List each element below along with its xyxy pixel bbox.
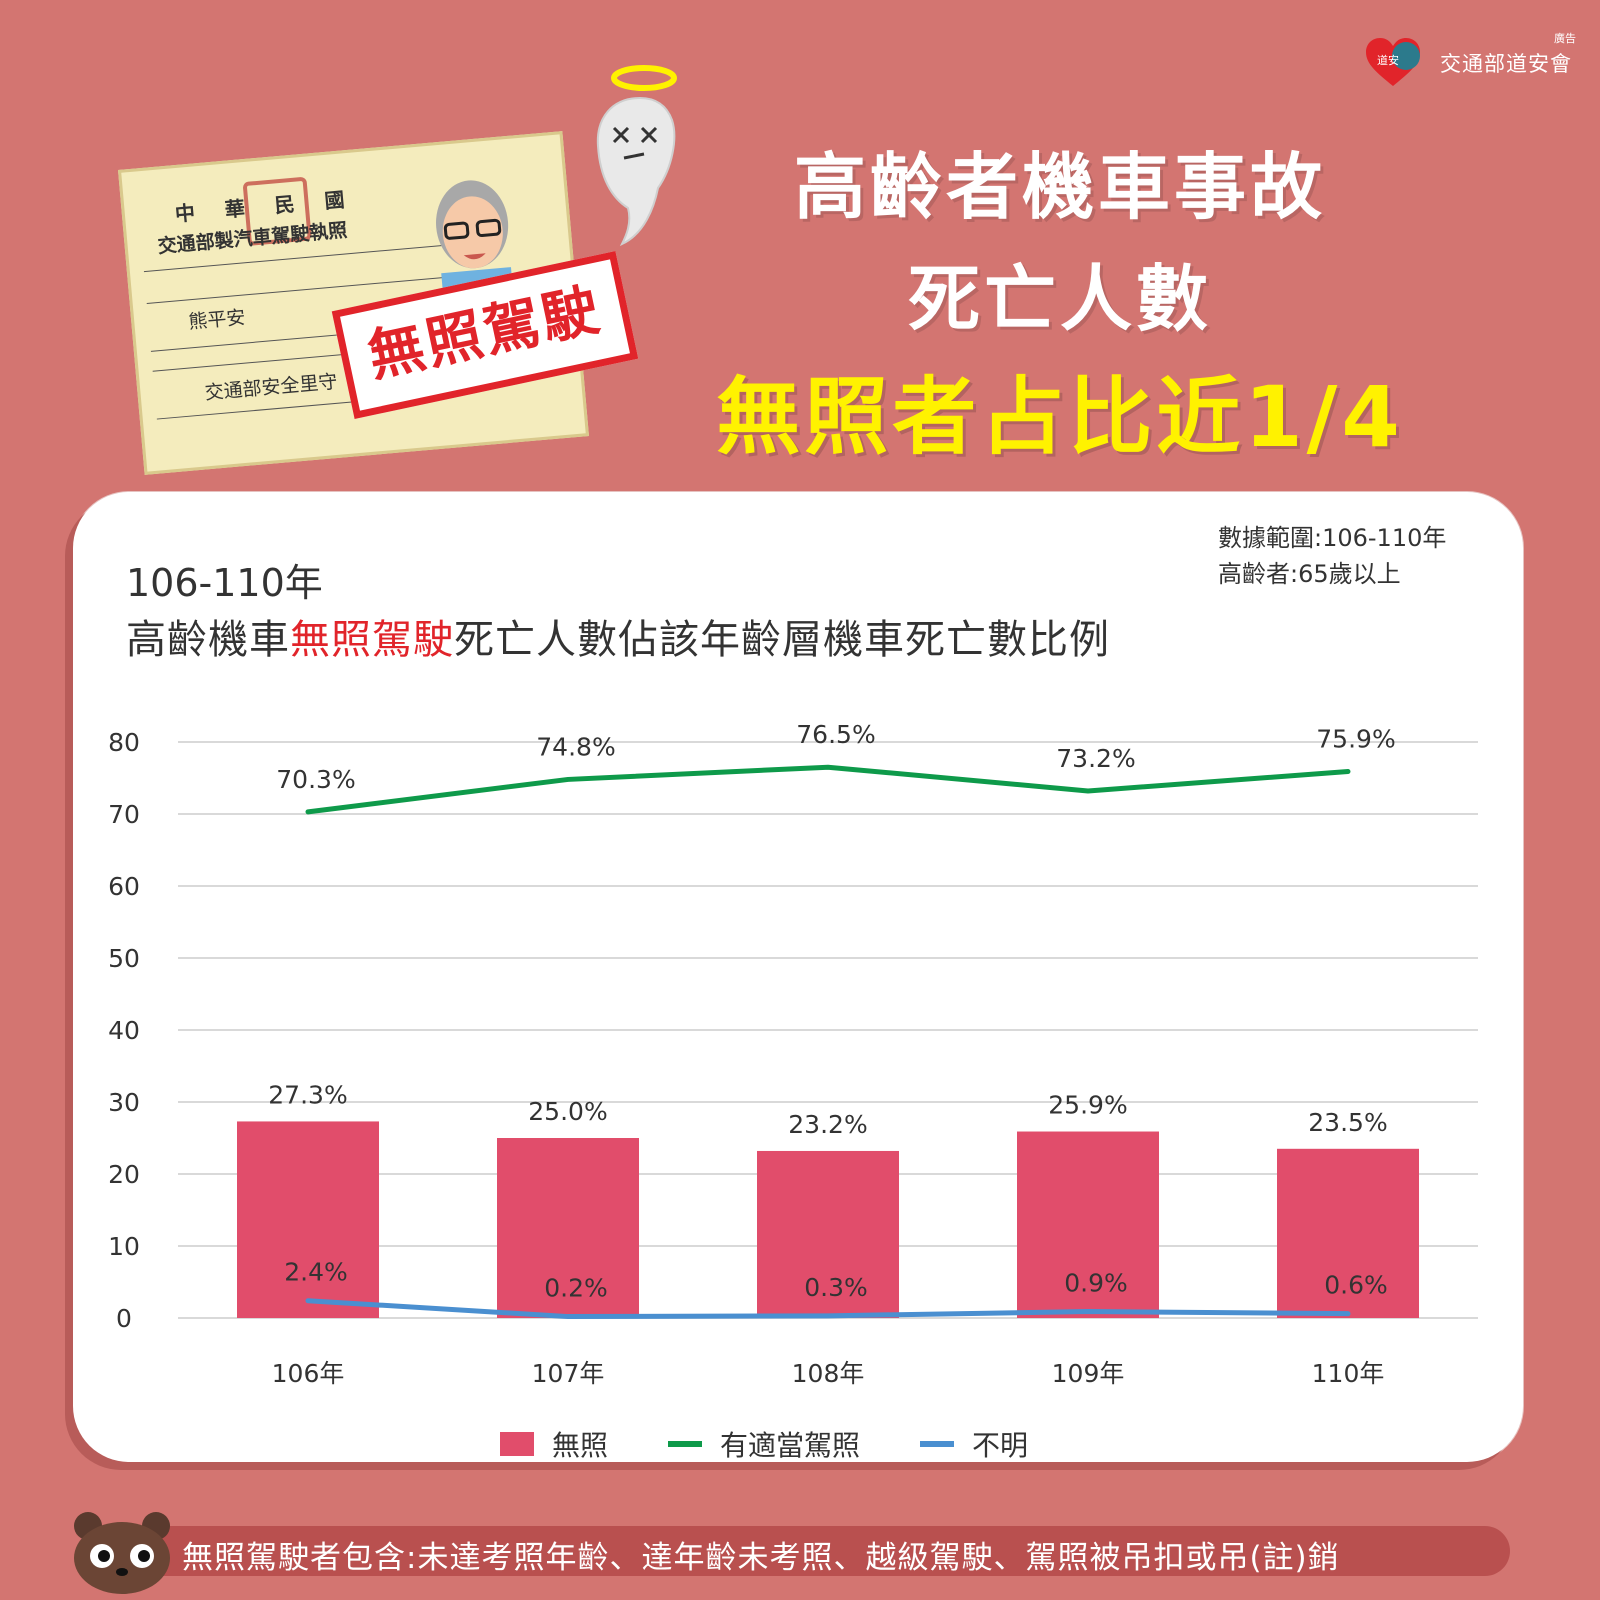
y-tick-label: 80 [108, 728, 140, 757]
y-tick-label: 0 [116, 1304, 132, 1333]
line-data-label: 70.3% [276, 765, 355, 794]
legend-swatch [668, 1441, 703, 1447]
line-data-label: 75.9% [1316, 725, 1395, 754]
chart-title: 高齡機車無照駕駛死亡人數佔該年齡層機車死亡數比例 [126, 607, 1110, 665]
x-tick-label: 110年 [1312, 1359, 1385, 1388]
heart-logo-icon: 道安 [1366, 38, 1420, 86]
license-illustration: 中華民國 交通部製汽車駕駛執照 熊平安 交通部安全里守 無照駕駛 [118, 120, 639, 475]
line-point [567, 778, 569, 781]
legend-swatch [500, 1432, 534, 1456]
main-title-line2: 死亡人數 [907, 257, 1212, 341]
line-point [1347, 770, 1349, 773]
x-tick-label: 107年 [532, 1359, 605, 1388]
heart-logo-text: 道安 [1377, 53, 1399, 67]
footer-banner: 無照駕駛者包含:未達考照年齡、達年齡未考照、越級駕駛、駕照被吊扣或吊(註)銷 [140, 1526, 1510, 1576]
chart-title-highlight: 無照駕駛 [290, 617, 454, 663]
ad-label: 廣告 [1554, 32, 1576, 45]
main-title-line3: 無照者占比近1/4 [716, 368, 1404, 466]
line-point [827, 766, 829, 769]
line-point [827, 1314, 829, 1317]
x-tick-label: 109年 [1052, 1359, 1125, 1388]
legend-label: 有適當駕照 [720, 1429, 861, 1462]
y-tick-label: 10 [108, 1232, 140, 1261]
bar [757, 1150, 899, 1318]
legend-item: 不明 [920, 1424, 1028, 1464]
data-note: 數據範圍:106-110年 高齡者:65歲以上 [1218, 520, 1446, 592]
line-data-label: 2.4% [284, 1258, 348, 1287]
x-tick-label: 106年 [272, 1359, 345, 1388]
legend-swatch [920, 1441, 955, 1447]
x-tick-label: 108年 [792, 1359, 865, 1388]
line-point [307, 810, 309, 813]
data-range-note: 數據範圍:106-110年 [1218, 524, 1447, 552]
line-point [1087, 789, 1089, 792]
main-title-line1: 高齡者機車事故 [793, 145, 1326, 229]
chart-title-suffix: 死亡人數佔該年齡層機車死亡數比例 [454, 617, 1110, 663]
y-tick-label: 70 [108, 800, 140, 829]
line-data-label: 0.6% [1324, 1271, 1388, 1300]
line-data-label: 0.9% [1064, 1269, 1128, 1298]
line-point [1347, 1312, 1349, 1315]
y-tick-label: 50 [108, 944, 140, 973]
bar [237, 1121, 379, 1318]
line-data-label: 0.3% [804, 1273, 868, 1302]
elderly-definition-note: 高齡者:65歲以上 [1218, 560, 1401, 588]
y-tick-label: 40 [108, 1016, 140, 1045]
legend-label: 不明 [972, 1429, 1029, 1462]
bar-data-label: 25.0% [528, 1097, 607, 1126]
org-logo: 道安 廣告 交通部道安會 [1366, 28, 1590, 92]
bar-data-label: 23.2% [788, 1110, 867, 1139]
line-data-label: 74.8% [536, 732, 615, 761]
series-line [305, 764, 1351, 815]
bar [497, 1138, 639, 1318]
y-tick-label: 30 [108, 1088, 140, 1117]
y-tick-label: 20 [108, 1160, 140, 1189]
footer-text: 無照駕駛者包含:未達考照年齡、達年齡未考照、越級駕駛、駕照被吊扣或吊(註)銷 [182, 1540, 1340, 1576]
bar [1017, 1131, 1159, 1318]
line-data-label: 76.5% [796, 720, 875, 749]
line-point [567, 1315, 569, 1318]
bar-data-label: 25.9% [1048, 1091, 1127, 1120]
line-point [1087, 1310, 1089, 1313]
y-tick-label: 60 [108, 872, 140, 901]
chart-legend: 無照 有適當駕照 不明 [500, 1424, 1028, 1464]
line-point [307, 1299, 309, 1302]
line-data-label: 0.2% [544, 1274, 608, 1303]
chart-title-prefix: 高齡機車 [126, 617, 290, 663]
legend-item: 無照 [500, 1424, 608, 1464]
chart-period: 106-110年 [126, 561, 323, 605]
bear-mascot-icon [74, 1512, 170, 1594]
legend-label: 無照 [552, 1429, 609, 1462]
line-data-label: 73.2% [1056, 744, 1135, 773]
ghost-icon [596, 65, 677, 247]
bar-data-label: 23.5% [1308, 1108, 1387, 1137]
org-name: 交通部道安會 [1440, 52, 1572, 76]
bar [1277, 1148, 1419, 1318]
bar-data-label: 27.3% [268, 1080, 347, 1109]
legend-item: 有適當駕照 [668, 1424, 860, 1464]
